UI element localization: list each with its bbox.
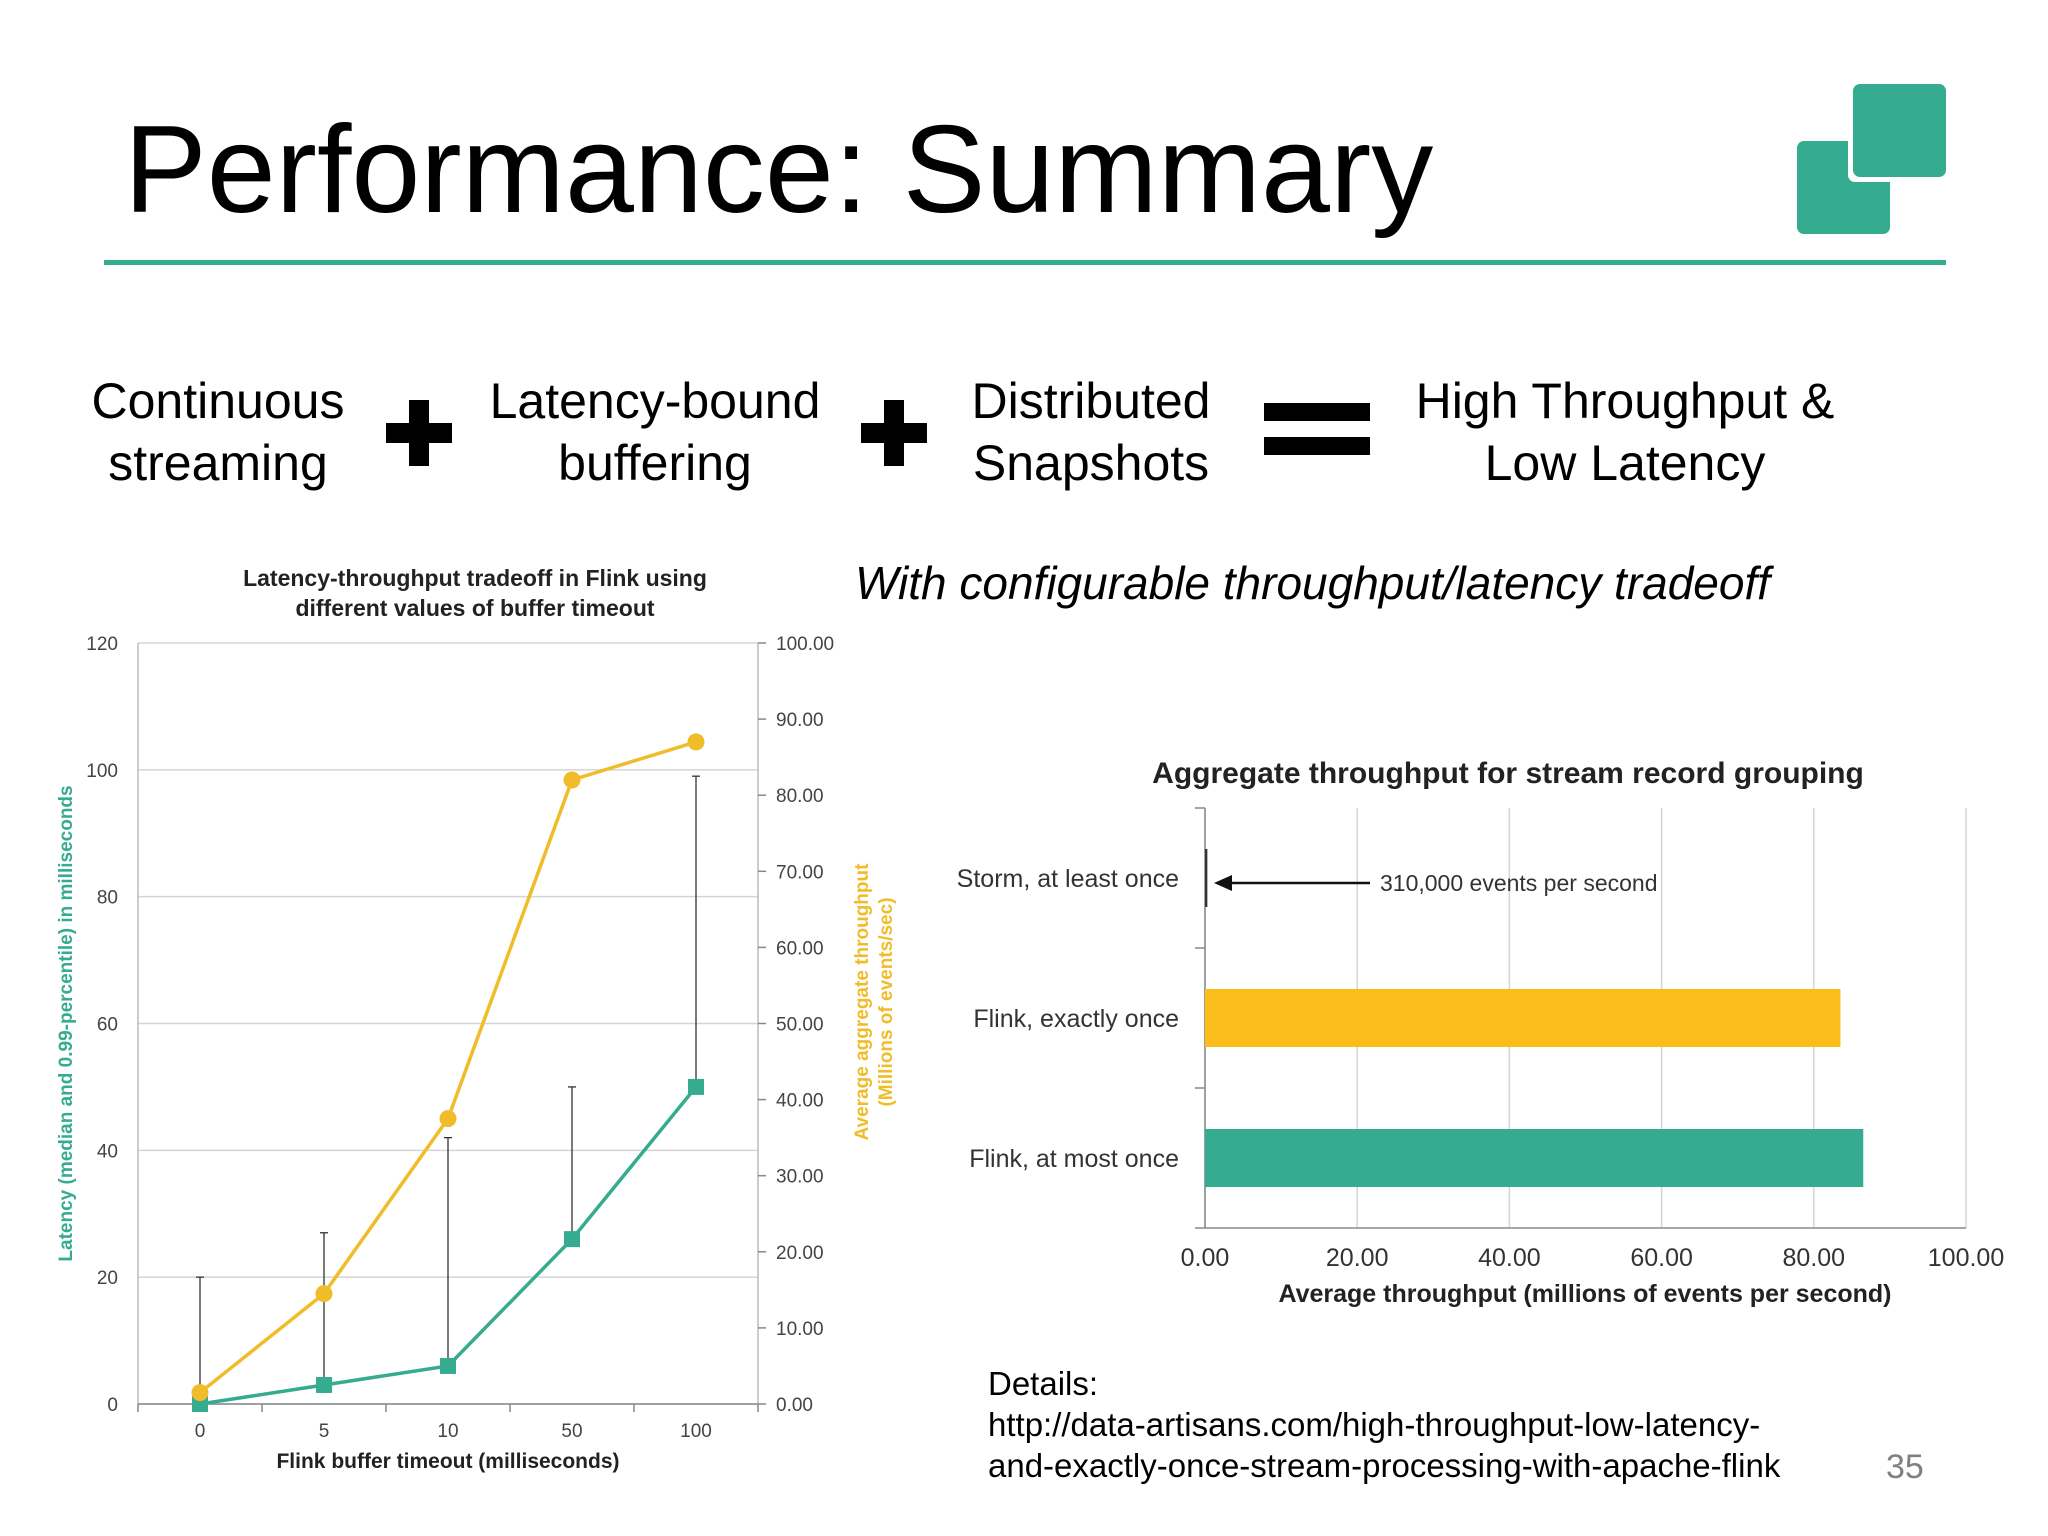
x-tick-label: 20.00	[1326, 1244, 1389, 1272]
x-tick-label: 0.00	[1181, 1244, 1230, 1272]
chart-title-line2: different values of buffer timeout	[295, 595, 654, 621]
x-tick-label: 40.00	[1478, 1244, 1541, 1272]
series-point-square	[316, 1376, 332, 1393]
details-url-line1[interactable]: http://data-artisans.com/high-throughput…	[988, 1406, 1761, 1443]
series-point-circle	[315, 1285, 333, 1303]
x-tick-label: 80.00	[1783, 1244, 1846, 1272]
details-link[interactable]: http://data-artisans.com/high-throughput…	[988, 1404, 1780, 1486]
term2-line2: buffering	[558, 435, 752, 491]
series-point-square	[688, 1078, 704, 1095]
y2-tick-label: 80.00	[776, 786, 824, 807]
chart-title: Aggregate throughput for stream record g…	[1152, 757, 1864, 790]
equation-term-latency-bound-buffering: Latency-bound buffering	[472, 370, 838, 494]
y2-tick-label: 60.00	[776, 938, 824, 959]
y2-tick-label: 30.00	[776, 1167, 824, 1188]
y-tick-label: 80	[97, 888, 118, 909]
y2-tick-label: 10.00	[776, 1319, 824, 1340]
y-tick-label: 40	[97, 1141, 118, 1162]
x-tick-label: 100	[680, 1421, 712, 1442]
y-tick-label: 60	[97, 1015, 118, 1036]
y2-axis-title-line2: (Millions of events/sec)	[876, 897, 897, 1106]
y2-tick-label: 70.00	[776, 862, 824, 883]
term3-line1: Distributed	[971, 373, 1211, 429]
series-point-square	[440, 1357, 456, 1374]
title-divider	[104, 260, 1946, 265]
y2-tick-label: 20.00	[776, 1243, 824, 1264]
details-url-line2[interactable]: and-exactly-once-stream-processing-with-…	[988, 1447, 1781, 1484]
series-point-circle	[563, 771, 581, 789]
equation-result: High Throughput & Low Latency	[1390, 370, 1860, 494]
equation-term-continuous-streaming: Continuous streaming	[84, 370, 352, 494]
result-line1: High Throughput &	[1415, 373, 1835, 429]
plus-icon	[386, 400, 452, 466]
category-label: Storm, at least once	[957, 865, 1179, 893]
term3-line2: Snapshots	[972, 435, 1210, 491]
bar	[1205, 1129, 1864, 1187]
logo-square-front	[1853, 84, 1946, 177]
series-point-square	[564, 1231, 580, 1248]
x-axis-title: Flink buffer timeout (milliseconds)	[276, 1450, 619, 1473]
y2-tick-label: 90.00	[776, 710, 824, 731]
x-axis-title: Average throughput (millions of events p…	[1278, 1280, 1891, 1308]
annotation-label: 310,000 events per second	[1380, 870, 1657, 896]
series-point-circle	[687, 733, 705, 751]
category-label: Flink, at most once	[969, 1145, 1179, 1173]
series-point-circle	[191, 1384, 209, 1402]
bar	[1205, 989, 1841, 1047]
equation-term-distributed-snapshots: Distributed Snapshots	[946, 370, 1236, 494]
x-tick-label: 60.00	[1630, 1244, 1693, 1272]
y2-axis-title-line1: Average aggregate throughput	[852, 863, 873, 1141]
series-point-circle	[439, 1110, 457, 1128]
chart-title-line1: Latency-throughput tradeoff in Flink usi…	[243, 565, 707, 591]
plus-icon	[861, 400, 927, 466]
page-number: 35	[1886, 1448, 1924, 1486]
bar	[1205, 849, 1208, 907]
result-line2: Low Latency	[1484, 435, 1766, 491]
x-tick-label: 100.00	[1928, 1244, 2004, 1272]
y2-tick-label: 100.00	[776, 634, 834, 655]
y2-tick-label: 50.00	[776, 1015, 824, 1036]
term1-line1: Continuous	[91, 373, 345, 429]
y-tick-label: 0	[107, 1395, 118, 1416]
x-tick-label: 50	[561, 1421, 582, 1442]
y-axis-title: Latency (median and 0.99-percentile) in …	[56, 785, 77, 1261]
slide-title: Performance: Summary	[124, 101, 1434, 239]
y2-tick-label: 0.00	[776, 1395, 813, 1416]
annotation-arrowhead	[1214, 875, 1232, 891]
x-tick-label: 5	[319, 1421, 330, 1442]
equals-icon	[1264, 403, 1370, 455]
tradeoff-subtitle: With configurable throughput/latency tra…	[855, 557, 1771, 609]
x-tick-label: 10	[437, 1421, 458, 1442]
y-tick-label: 20	[97, 1268, 118, 1289]
details-block: Details: http://data-artisans.com/high-t…	[988, 1363, 1780, 1486]
x-tick-label: 0	[195, 1421, 206, 1442]
category-label: Flink, exactly once	[973, 1005, 1179, 1033]
term2-line1: Latency-bound	[489, 373, 821, 429]
y-tick-label: 120	[86, 634, 118, 655]
y-tick-label: 100	[86, 761, 118, 782]
y2-tick-label: 40.00	[776, 1091, 824, 1112]
details-label: Details:	[988, 1365, 1099, 1402]
term1-line2: streaming	[108, 435, 328, 491]
